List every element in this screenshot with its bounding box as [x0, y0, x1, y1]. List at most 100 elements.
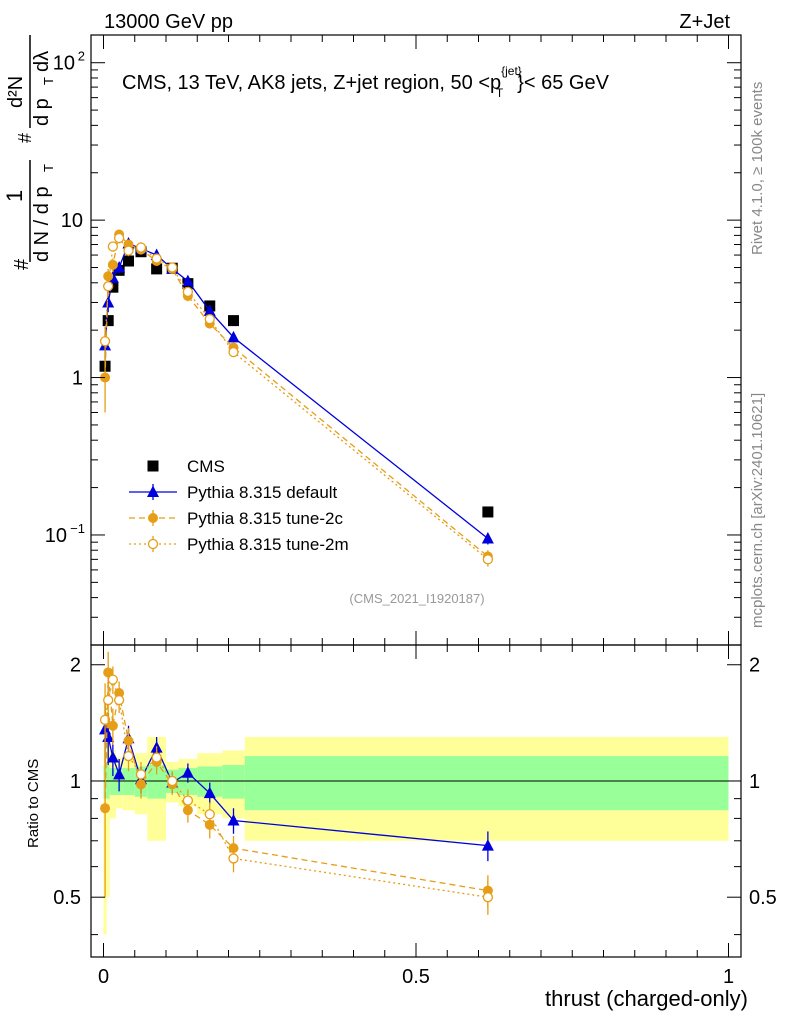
- data-point: [103, 281, 114, 292]
- data-point: [227, 330, 240, 343]
- y-tick-label-ratio-right: 2: [749, 655, 760, 677]
- data-point: [113, 261, 126, 273]
- legend-marker: [147, 485, 159, 497]
- band-inner-6: [147, 764, 166, 799]
- ratio-point: [227, 813, 240, 826]
- data-point: [135, 242, 147, 253]
- x-axis-label: thrust (charged-only): [545, 986, 748, 1011]
- y-tick-exponent-upper: 2: [78, 49, 85, 64]
- ratio-series-2: [99, 666, 494, 915]
- data-point: [102, 295, 115, 308]
- process-label: Z+Jet: [679, 11, 730, 33]
- data-point: [182, 286, 194, 298]
- chart-title: CMS, 13 TeV, AK8 jets, Z+jet region, 50 …: [122, 64, 610, 100]
- ratio-point: [106, 751, 119, 763]
- ratio-point: [107, 674, 119, 685]
- ratio-point: [204, 809, 215, 820]
- y-tick-label-upper: 1: [72, 368, 83, 390]
- y-tick-label-ratio-right: 1: [749, 771, 760, 793]
- ratio-point: [167, 775, 178, 787]
- y-tick-label-upper: 10: [45, 525, 67, 547]
- band-inner-2: [109, 768, 116, 795]
- band-inner-11: [244, 756, 729, 811]
- y-tick-label-ratio-right: 0.5: [749, 887, 777, 909]
- data-point: [204, 313, 215, 325]
- y-tick-label-ratio: 0.5: [53, 887, 81, 909]
- ratio-line: [104, 672, 488, 892]
- upper-plot-area: [99, 229, 494, 567]
- data-point: [228, 347, 239, 358]
- data-point: [203, 304, 216, 316]
- data-point: [102, 315, 114, 327]
- ylabel-one: 1: [2, 190, 27, 202]
- ratio-point: [107, 720, 118, 731]
- ratio-point: [228, 853, 239, 864]
- upper-y-axis-label: # 1 d N / d p T # d²N d p T dλ: [2, 35, 56, 270]
- x-tick-label: 0.5: [402, 966, 430, 988]
- legend-marker: [147, 538, 159, 550]
- data-point: [151, 263, 163, 275]
- data-point: [113, 232, 125, 244]
- legend-label: Pythia 8.315 tune-2c: [187, 509, 343, 528]
- ratio-point: [135, 769, 147, 780]
- data-point: [482, 506, 494, 518]
- band-inner-1: [106, 764, 110, 799]
- ratio-point: [103, 694, 114, 706]
- ratio-point: [481, 839, 494, 851]
- data-point: [103, 271, 114, 282]
- y-tick-label-ratio: 1: [70, 771, 81, 793]
- ratio-point: [99, 714, 111, 725]
- data-point: [100, 372, 111, 383]
- data-point: [481, 531, 494, 544]
- ratio-point: [113, 767, 126, 780]
- band-inner-10: [222, 764, 245, 799]
- rivet-version-label: Rivet 4.1.0, ≥ 100k events: [749, 82, 766, 255]
- ylabel-hash-1: #: [11, 258, 33, 270]
- legend-marker: [147, 460, 159, 472]
- legend-marker: [148, 513, 158, 523]
- ylabel-hash-2: #: [15, 133, 35, 143]
- ylabel-dlambda: dλ: [31, 51, 53, 72]
- y-tick-label-ratio: 2: [70, 655, 81, 677]
- ratio-point: [182, 795, 194, 806]
- ratio-point: [123, 750, 134, 762]
- data-point: [151, 253, 162, 264]
- beam-label: 13000 GeV pp: [104, 11, 233, 33]
- ratio-point: [100, 803, 111, 814]
- ylabel-sub-T-2: T: [41, 77, 56, 85]
- x-tick-label: 0: [98, 966, 109, 988]
- ratio-plot-area: [99, 651, 494, 915]
- legend-label: Pythia 8.315 default: [187, 483, 338, 502]
- legend-label: Pythia 8.315 tune-2m: [187, 535, 349, 554]
- x-tick-label: 1: [723, 966, 734, 988]
- ratio-point: [151, 752, 162, 763]
- series-3: [99, 232, 494, 567]
- ylabel-dN-dpT: d N / d p: [31, 186, 53, 262]
- legend: CMS Pythia 8.315 default Pythia 8.315 tune…: [129, 457, 349, 554]
- band-inner-4: [122, 768, 135, 795]
- ratio-line: [104, 677, 488, 898]
- y-tick-label-upper: 10: [61, 210, 83, 232]
- data-point: [228, 315, 239, 327]
- ylabel-d2N: d²N: [5, 76, 27, 108]
- ylabel-dpT: d p: [31, 98, 53, 126]
- ratio-y-axis-label: Ratio to CMS: [25, 759, 42, 848]
- y-tick-label-upper: 10: [53, 53, 75, 75]
- data-point: [99, 336, 111, 347]
- data-point: [123, 245, 134, 256]
- data-point: [107, 241, 119, 252]
- data-point: [107, 259, 118, 270]
- data-point: [123, 255, 134, 267]
- data-point: [181, 274, 194, 287]
- ratio-point: [203, 786, 216, 799]
- data-point: [167, 262, 178, 273]
- ratio-point: [103, 667, 114, 678]
- series-0: [99, 246, 494, 518]
- data-point: [482, 554, 494, 565]
- legend-label: CMS: [187, 457, 225, 476]
- mcplots-label: mcplots.cern.ch [arXiv:2401.10621]: [749, 393, 766, 628]
- analysis-tag: (CMS_2021_I1920187): [349, 591, 484, 606]
- ratio-point: [181, 766, 194, 778]
